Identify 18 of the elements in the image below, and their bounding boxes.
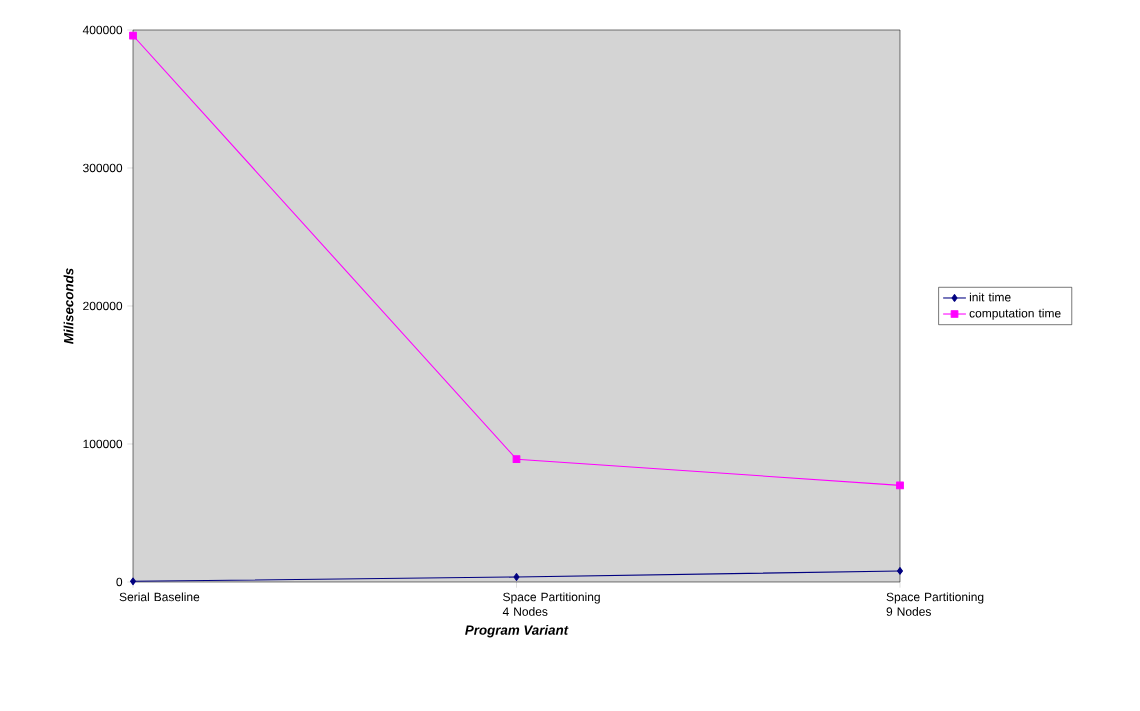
x-axis-title: Program Variant: [465, 625, 569, 638]
point: [129, 577, 137, 586]
y-tick-label: 100000: [83, 439, 123, 449]
point: [896, 481, 904, 490]
legend-label: computation time: [969, 308, 1061, 320]
x-tick-label: Space Partitioning 9 Nodes: [886, 592, 984, 616]
y-axis-title: Miliseconds: [63, 268, 74, 344]
x-tick-label: Serial Baseline: [119, 592, 200, 602]
x-tick-label: Space Partitioning 4 Nodes: [502, 592, 600, 616]
point: [896, 567, 904, 575]
y-tick-label: 400000: [82, 25, 123, 35]
legend-label: init time: [969, 292, 1011, 302]
y-tick-label: 300000: [83, 163, 123, 173]
point: [513, 573, 520, 581]
y-tick-label: 200000: [83, 301, 123, 311]
y-tick-label: 0: [116, 577, 123, 587]
point: [129, 31, 137, 40]
point: [512, 455, 521, 464]
